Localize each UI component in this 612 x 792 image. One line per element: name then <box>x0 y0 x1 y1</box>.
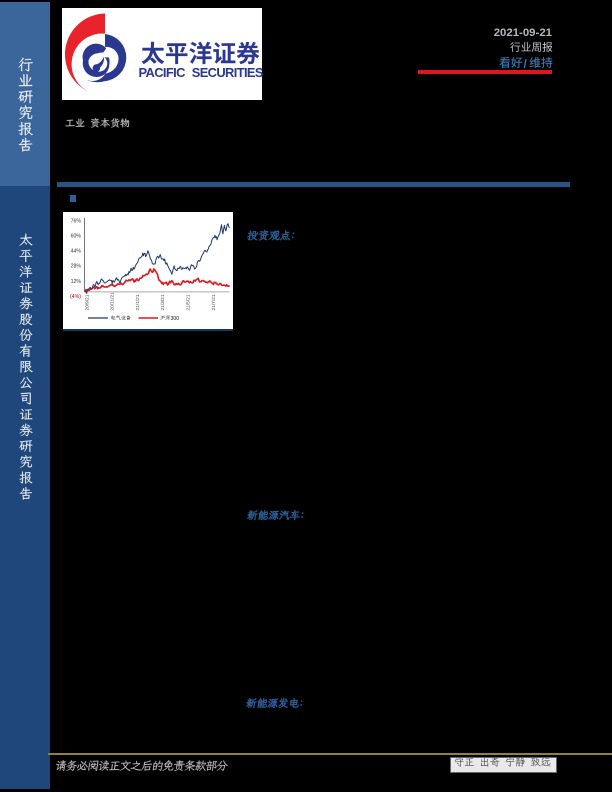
svg-text:21/3/21: 21/3/21 <box>160 294 166 310</box>
svg-text:21/1/21: 21/1/21 <box>134 294 140 310</box>
svg-text:76%: 76% <box>70 219 81 225</box>
svg-text:21/5/21: 21/5/21 <box>185 294 191 310</box>
svg-text:60%: 60% <box>70 234 81 240</box>
svg-text:12%: 12% <box>70 279 81 285</box>
svg-text:21/7/21: 21/7/21 <box>210 294 216 310</box>
svg-text:300: 300 <box>170 316 179 322</box>
svg-text:28%: 28% <box>70 264 81 270</box>
svg-text:20/9/21: 20/9/21 <box>84 294 90 310</box>
svg-text:44%: 44% <box>70 249 81 255</box>
svg-text:20/11/21: 20/11/21 <box>109 292 115 311</box>
svg-text:(4%): (4%) <box>70 294 81 300</box>
